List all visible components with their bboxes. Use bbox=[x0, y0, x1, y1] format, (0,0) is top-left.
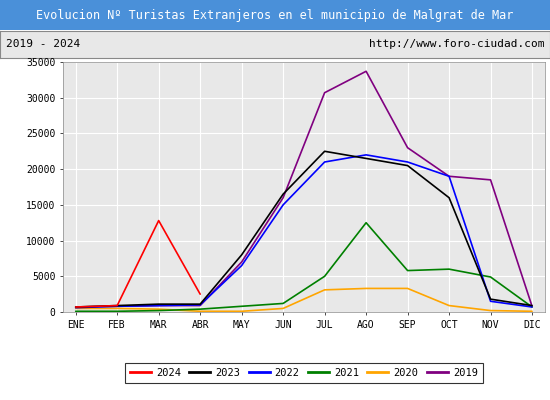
Legend: 2024, 2023, 2022, 2021, 2020, 2019: 2024, 2023, 2022, 2021, 2020, 2019 bbox=[125, 363, 483, 383]
Text: 2019 - 2024: 2019 - 2024 bbox=[6, 39, 80, 49]
Text: http://www.foro-ciudad.com: http://www.foro-ciudad.com bbox=[369, 39, 544, 49]
Text: Evolucion Nº Turistas Extranjeros en el municipio de Malgrat de Mar: Evolucion Nº Turistas Extranjeros en el … bbox=[36, 8, 514, 22]
